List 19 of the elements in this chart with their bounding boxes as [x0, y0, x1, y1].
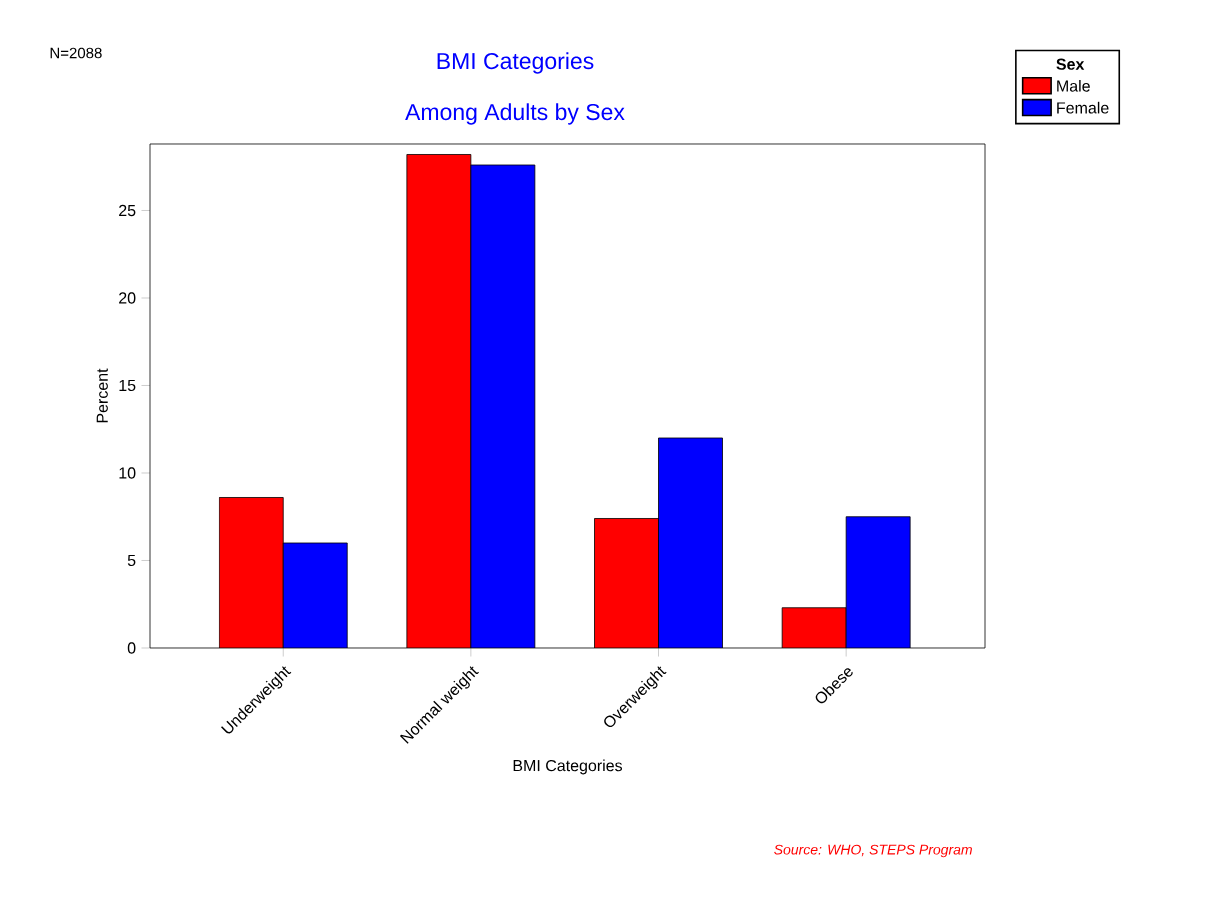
bar	[470, 164, 536, 648]
bar	[658, 437, 723, 648]
y-tick-label: 20	[119, 292, 136, 304]
y-tick-label: 0	[127, 642, 136, 654]
legend-title: Sex	[1056, 58, 1085, 70]
text: N=2088	[50, 47, 102, 59]
legend-label: Male	[1057, 79, 1090, 92]
bar	[282, 542, 348, 648]
chart-subtitle: Among Adults by Sex	[405, 103, 625, 125]
source-note: Source: WHO, STEPS Program	[774, 844, 972, 858]
y-tick-label: 25	[119, 204, 136, 217]
y-axis-title: Percent	[96, 368, 108, 423]
legend-label: Female	[1057, 101, 1109, 114]
y-tick-label: 10	[119, 467, 136, 479]
y-tick-label: 15	[119, 379, 136, 392]
y-tick-label: 5	[127, 554, 136, 567]
x-axis-title: BMI Categories	[513, 759, 623, 775]
bar	[845, 516, 911, 648]
chart-title: BMI Categories	[437, 52, 594, 74]
